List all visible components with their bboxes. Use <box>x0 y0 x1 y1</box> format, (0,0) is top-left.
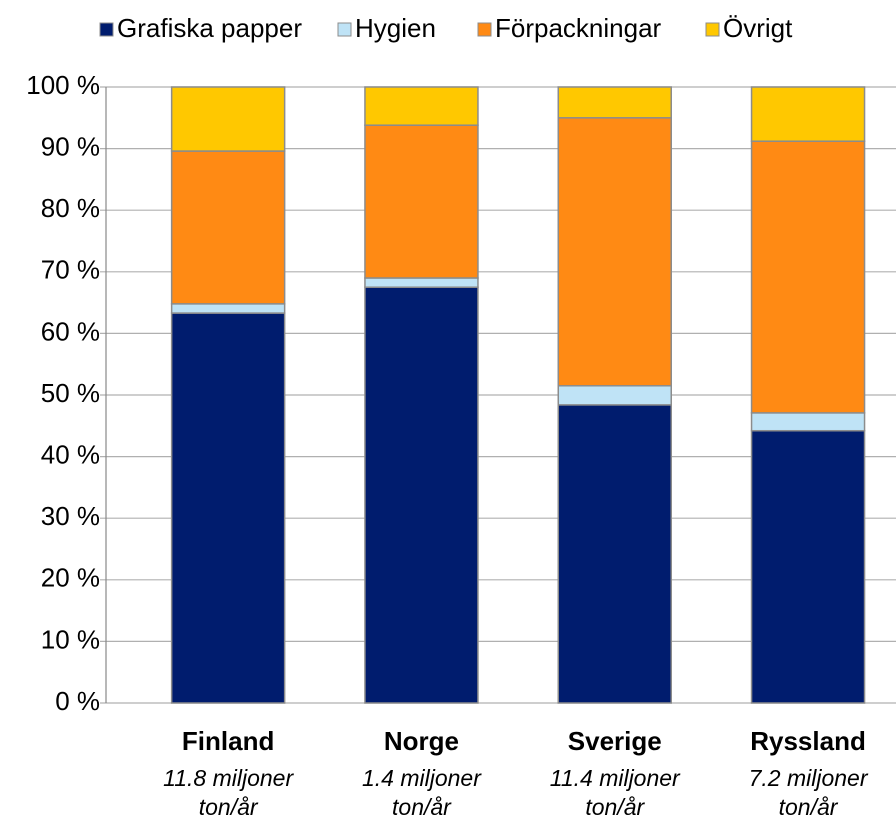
bar-segment <box>557 404 672 704</box>
y-tick-label: 20 % <box>41 563 100 593</box>
x-tick-label: Finland <box>182 726 274 756</box>
legend-swatch <box>477 22 492 37</box>
bar-segment <box>750 140 866 414</box>
legend-swatch <box>337 22 352 37</box>
bar-segment <box>170 150 286 305</box>
bar-segment <box>364 86 479 126</box>
y-tick-label: 70 % <box>41 255 100 285</box>
x-tick-label: Sverige <box>568 726 662 756</box>
bar-segment <box>364 277 479 288</box>
legend-label: Grafiska papper <box>117 13 302 43</box>
bar-segment <box>557 117 672 387</box>
y-tick-label: 40 % <box>41 439 100 469</box>
bar-segment <box>170 303 286 314</box>
y-tick-label: 30 % <box>41 501 100 531</box>
bar-segment <box>750 429 866 704</box>
x-tick-sublabel: ton/år <box>779 794 839 820</box>
y-tick-label: 0 % <box>55 686 100 716</box>
legend-label: Förpackningar <box>495 13 662 43</box>
y-tick-label: 50 % <box>41 378 100 408</box>
bar-segment <box>364 286 479 704</box>
bar-segment <box>557 86 672 119</box>
legend-label: Hygien <box>355 13 436 43</box>
bar-segment <box>557 385 672 406</box>
x-tick-sublabel: 11.4 miljoner <box>550 765 681 791</box>
x-tick-label: Norge <box>384 726 459 756</box>
y-tick-label: 60 % <box>41 316 100 346</box>
x-tick-sublabel: 1.4 miljoner <box>362 765 482 791</box>
bar-segment <box>170 312 286 704</box>
legend-swatch <box>99 22 114 37</box>
x-tick-label: Ryssland <box>750 726 866 756</box>
bar-segment <box>750 86 866 142</box>
bar-segment <box>170 86 286 152</box>
bar-segment <box>750 412 866 432</box>
x-tick-sublabel: ton/år <box>392 794 452 820</box>
legend-swatch <box>705 22 720 37</box>
y-tick-label: 80 % <box>41 193 100 223</box>
legend-label: Övrigt <box>723 13 793 43</box>
x-tick-sublabel: ton/år <box>585 794 645 820</box>
x-tick-sublabel: 7.2 miljoner <box>749 765 869 791</box>
y-tick-label: 90 % <box>41 131 100 161</box>
y-tick-label: 10 % <box>41 624 100 654</box>
y-tick-label: 100 % <box>26 70 100 100</box>
bar-segment <box>364 124 479 279</box>
x-tick-sublabel: ton/år <box>199 794 259 820</box>
x-tick-sublabel: 11.8 miljoner <box>163 765 294 791</box>
